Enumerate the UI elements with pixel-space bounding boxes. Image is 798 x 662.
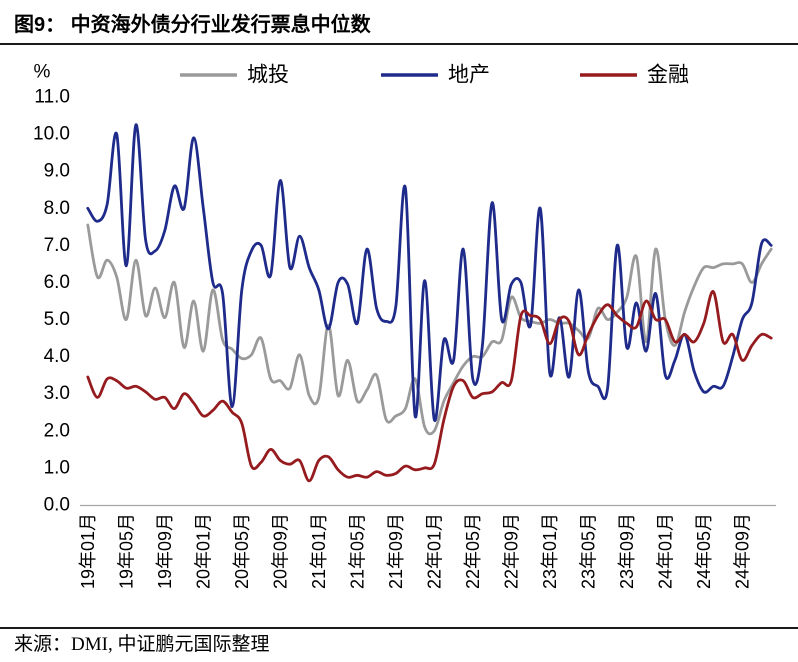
y-tick-label: 8.0 bbox=[44, 198, 70, 219]
x-tick-label: 24年05月 bbox=[694, 513, 714, 589]
x-tick-label: 21年01月 bbox=[309, 513, 329, 589]
x-axis: 19年01月 19年05月 19年09月 20年01月 20年05月 20年09月 21年0… bbox=[78, 504, 776, 589]
x-tick-label: 20年05月 bbox=[232, 513, 252, 589]
legend-label: 城投 bbox=[247, 64, 289, 87]
chart-title: 图9： 中资海外债分行业发行票息中位数 bbox=[14, 14, 371, 36]
y-tick-label: 6.0 bbox=[44, 272, 70, 293]
x-tick-label: 22年05月 bbox=[463, 513, 483, 589]
legend-item: 金融 bbox=[580, 64, 689, 87]
y-tick-label: 1.0 bbox=[44, 457, 70, 478]
y-axis: 0.0 1.0 2.0 3.0 4.0 5.0 6.0 7.0 8.0 9.0 10.0 11.0 bbox=[33, 87, 70, 516]
y-tick-label: 0.0 bbox=[44, 495, 70, 516]
plot-series bbox=[86, 123, 773, 483]
x-tick-label: 23年09月 bbox=[617, 513, 637, 589]
x-tick-label: 24年09月 bbox=[732, 513, 752, 589]
title-divider bbox=[0, 43, 798, 45]
legend-label: 地产 bbox=[448, 64, 490, 87]
x-tick-label: 23年01月 bbox=[540, 513, 560, 589]
legend: 城投 地产 金融 bbox=[180, 64, 689, 87]
y-tick-label: 4.0 bbox=[44, 346, 70, 367]
series-line-1 bbox=[86, 223, 773, 436]
legend-label: 金融 bbox=[647, 64, 689, 87]
x-tick-label: 20年01月 bbox=[193, 513, 213, 589]
series-line-2 bbox=[86, 123, 773, 422]
x-tick-label: 22年01月 bbox=[424, 513, 444, 589]
series-line-3 bbox=[86, 290, 773, 483]
x-tick-label: 19年01月 bbox=[78, 513, 98, 589]
x-tick-label: 19年09月 bbox=[155, 513, 175, 589]
x-tick-label: 21年09月 bbox=[386, 513, 406, 589]
y-axis-unit-label: % bbox=[34, 62, 51, 83]
y-tick-label: 2.0 bbox=[44, 420, 70, 441]
source-note: 来源：DMI, 中证鹏元国际整理 bbox=[14, 634, 270, 655]
x-tick-label: 20年09月 bbox=[270, 513, 290, 589]
x-tick-label: 19年05月 bbox=[116, 513, 136, 589]
y-tick-label: 7.0 bbox=[44, 235, 70, 256]
y-tick-label: 9.0 bbox=[44, 161, 70, 182]
y-tick-label: 10.0 bbox=[33, 124, 70, 145]
y-tick-label: 11.0 bbox=[34, 87, 70, 108]
x-tick-label: 24年01月 bbox=[655, 513, 675, 589]
legend-item: 地产 bbox=[381, 64, 490, 87]
legend-item: 城投 bbox=[180, 64, 289, 87]
x-tick-label: 22年09月 bbox=[501, 513, 521, 589]
y-tick-label: 5.0 bbox=[44, 309, 70, 330]
x-tick-label: 23年05月 bbox=[578, 513, 598, 589]
y-tick-label: 3.0 bbox=[44, 383, 70, 404]
footer-divider bbox=[0, 627, 798, 629]
x-tick-label: 21年05月 bbox=[347, 513, 367, 589]
